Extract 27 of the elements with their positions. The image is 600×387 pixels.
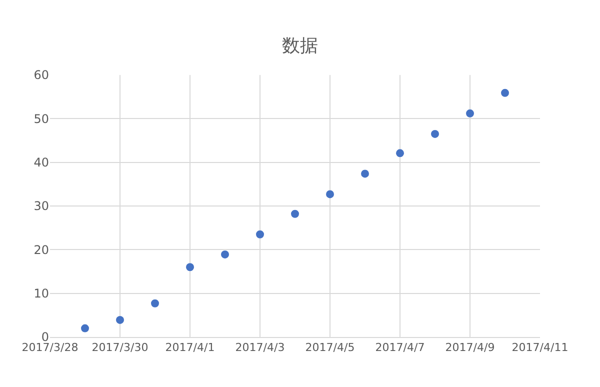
point xyxy=(291,210,299,218)
x-tick-label: 2017/4/5 xyxy=(305,341,355,354)
y-tick-label: 60 xyxy=(34,68,49,82)
point xyxy=(151,299,159,308)
point xyxy=(221,250,229,258)
x-tick-label: 2017/4/9 xyxy=(445,341,495,354)
x-tick-label: 2017/4/1 xyxy=(165,341,215,354)
point xyxy=(81,324,89,332)
point xyxy=(186,263,194,272)
x-tick-label: 2017/4/7 xyxy=(375,341,425,354)
y-tick-label: 30 xyxy=(34,199,49,214)
point xyxy=(256,230,264,238)
point xyxy=(466,109,474,118)
point xyxy=(431,130,439,138)
x-tick-label: 2017/4/11 xyxy=(512,341,568,354)
y-tick-label: 20 xyxy=(34,242,49,257)
chart-title: 数据 xyxy=(282,35,318,56)
point xyxy=(396,149,404,158)
y-tick-label: 40 xyxy=(34,156,49,170)
x-tick-label: 2017/4/3 xyxy=(235,341,285,354)
point xyxy=(326,190,334,198)
point xyxy=(116,316,124,324)
point xyxy=(361,170,369,178)
y-tick-label: 10 xyxy=(34,286,49,301)
y-tick-label: 50 xyxy=(34,112,49,126)
x-tick-label: 2017/3/30 xyxy=(92,341,148,354)
point xyxy=(501,88,509,97)
